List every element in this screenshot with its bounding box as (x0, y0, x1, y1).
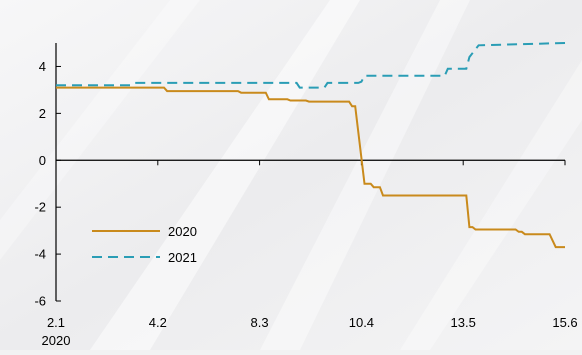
x-tick-label: 10.4 (349, 315, 374, 330)
legend-label-2021: 2021 (168, 250, 197, 265)
y-tick-label: -2 (34, 200, 46, 215)
y-tick-label: 2 (39, 106, 46, 121)
x-tick-label: 2.1 (47, 315, 65, 330)
axes: -6 -4 -2 0 2 4 2.1 4.2 8.3 10.4 13.5 15.6 2020 (34, 43, 578, 348)
y-tick-label: 4 (39, 59, 46, 74)
legend-label-2020: 2020 (168, 224, 197, 239)
y-tick-label: -4 (34, 247, 46, 262)
x-tick-label: 13.5 (451, 315, 476, 330)
y-tick-label: -6 (34, 294, 46, 309)
x-tick-label: 8.3 (251, 315, 269, 330)
series-lines (56, 42, 566, 249)
series-line-2021 (56, 42, 566, 89)
x-tick-label: 4.2 (149, 315, 167, 330)
x-year-label: 2020 (42, 333, 71, 348)
series-line-2020 (56, 86, 565, 249)
y-tick-label: 0 (39, 153, 46, 168)
x-tick-label: 15.6 (552, 315, 577, 330)
legend: 2020 2021 (92, 224, 197, 265)
